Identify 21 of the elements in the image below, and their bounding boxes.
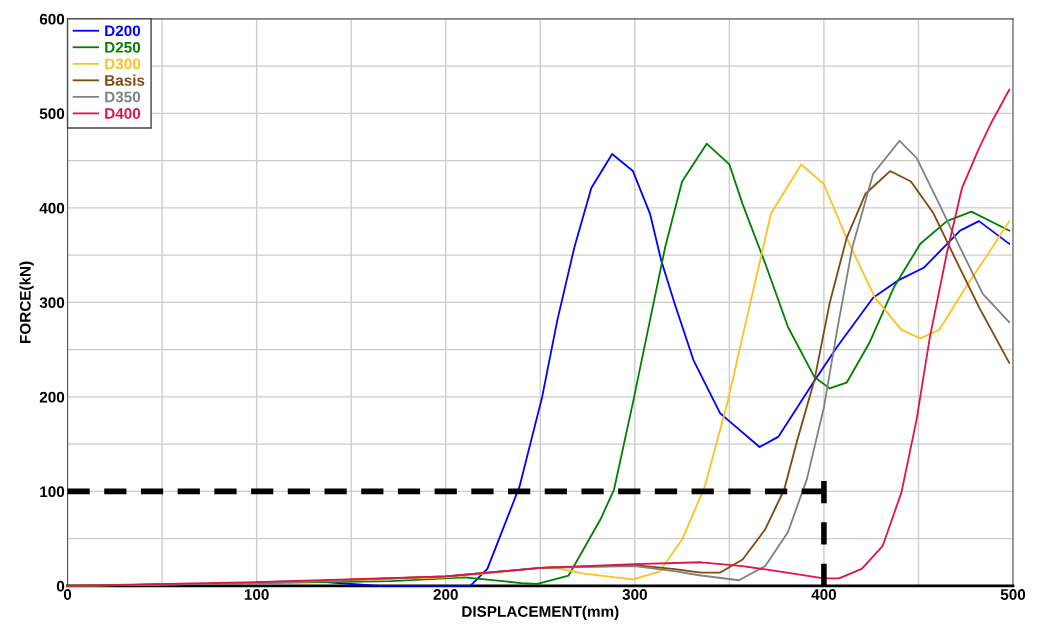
legend-label: D350 [105,91,141,103]
y-axis-title: FORCE(kN) [19,261,34,343]
x-tick-label: 300 [622,589,647,600]
x-tick-label: 400 [811,589,837,600]
y-tick-label: 100 [40,486,65,498]
y-tick-label: 500 [39,108,65,120]
legend-label: D200 [105,25,141,37]
legend-label: D400 [105,108,141,119]
x-tick-label: 0 [63,589,72,600]
y-tick-label: 200 [39,391,65,403]
y-tick-label: 400 [39,202,65,214]
legend-label: D250 [105,41,141,53]
y-tick-label: 600 [39,13,65,25]
legend-label: D300 [105,58,141,70]
y-tick-label: 300 [39,297,65,309]
x-tick-label: 100 [244,589,269,600]
x-axis-title: DISPLACEMENT(mm) [462,605,619,620]
y-tick-label: 0 [56,580,65,592]
legend-label: Basis [105,74,145,86]
x-tick-label: 200 [433,589,458,600]
x-tick-label: 500 [1000,589,1026,600]
